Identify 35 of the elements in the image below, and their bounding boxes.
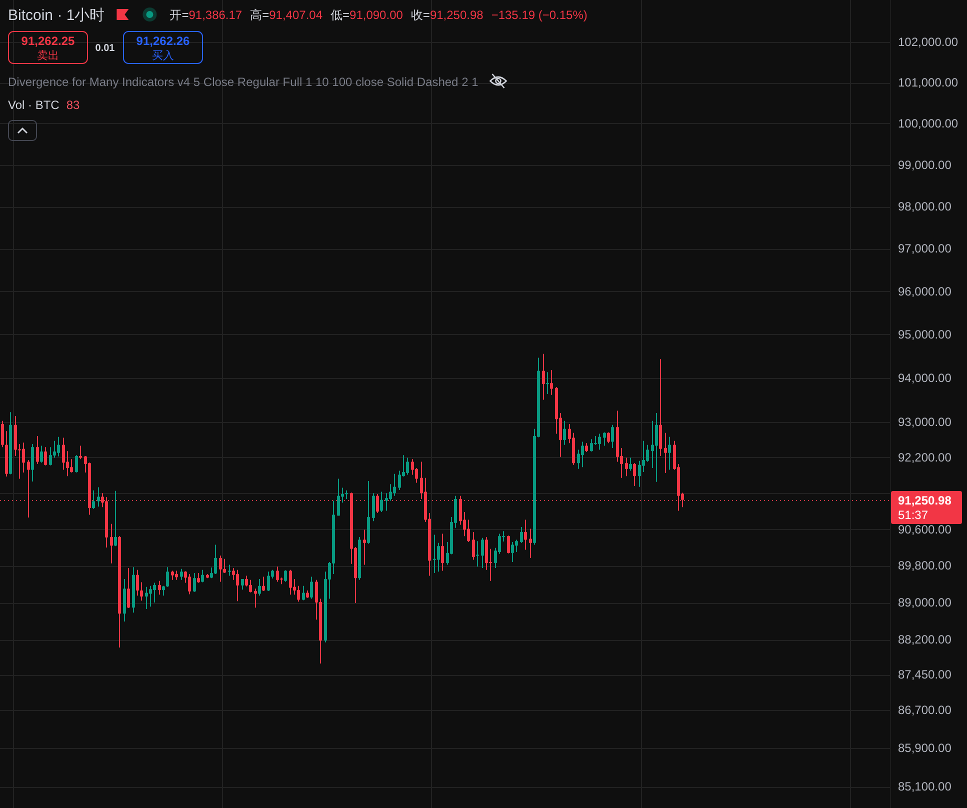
annotation: 91,262.25	[21, 34, 76, 48]
y-tick-label: 96,000.00	[898, 284, 952, 298]
y-tick-label: 94,000.00	[898, 370, 952, 385]
y-tick-label: 90,600.00	[898, 522, 952, 536]
annotation: 高=91,407.04	[250, 8, 323, 22]
annotation: Vol · BTC	[8, 98, 60, 112]
y-tick-label: 97,000.00	[898, 242, 952, 256]
annotation: −135.19 (−0.15%)	[491, 8, 588, 22]
y-tick-label: 101,000.00	[898, 76, 958, 90]
y-tick-label: 86,700.00	[898, 703, 952, 718]
annotation: Divergence for Many Indicators v4 5 Close Regular Full 1 10 100 close Solid Dashed 2 1	[8, 75, 479, 89]
annotation: 低=91,090.00	[330, 8, 404, 22]
y-tick-label: 100,000.00	[898, 116, 958, 130]
y-tick-label: 85,100.00	[898, 780, 952, 794]
y-tick-label: 89,800.00	[898, 558, 952, 573]
annotation: 0.01	[95, 43, 116, 54]
annotation: 开=91,386.17	[170, 8, 242, 22]
text: 51:37	[898, 508, 928, 522]
y-tick-label: 89,000.00	[898, 596, 952, 610]
y-tick-label: 93,000.00	[898, 414, 952, 429]
annotation: 83	[66, 98, 80, 112]
y-tick-label: 87,450.00	[898, 668, 952, 682]
annotation: 91,262.26	[136, 34, 190, 48]
y-tick-label: 99,000.00	[898, 158, 952, 172]
y-tick-label: 95,000.00	[898, 327, 952, 342]
annotation: 收=91,250.98	[410, 8, 484, 22]
annotation: 卖出	[37, 49, 59, 62]
chart-title: Bitcoin · 1小时	[8, 7, 105, 24]
ref-line-label: 91,250.98	[898, 494, 952, 508]
annotation: 买入	[152, 49, 174, 62]
y-tick-label: 88,200.00	[898, 632, 952, 647]
y-tick-label: 92,200.00	[898, 450, 952, 464]
y-tick-label: 98,000.00	[898, 200, 952, 214]
y-tick-label: 102,000.00	[898, 35, 958, 50]
y-tick-label: 85,900.00	[898, 741, 952, 756]
